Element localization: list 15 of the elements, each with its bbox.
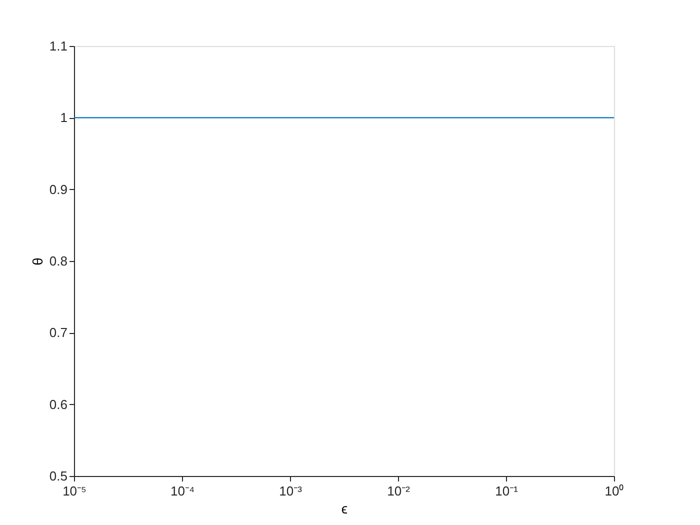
y-tick-label: 0.6: [49, 396, 68, 412]
x-tick-label: 10⁻¹: [495, 484, 519, 498]
y-tick-label: 0.9: [49, 182, 68, 197]
y-tick-label: 1: [60, 110, 68, 126]
x-tick-label: 10⁻³: [279, 484, 303, 498]
x-axis-title: ϵ: [341, 500, 348, 516]
y-tick-label: 0.7: [49, 325, 68, 340]
x-tick-label: 10⁻⁵: [62, 484, 86, 498]
y-tick-label: 0.8: [49, 254, 68, 268]
y-axis-title: θ: [29, 257, 46, 266]
y-tick-label: 1.1: [49, 38, 68, 54]
x-tick-label: 10⁻²: [387, 484, 411, 498]
x-tick-label: 10⁻⁴: [170, 484, 195, 498]
y-tick-label: 0.5: [49, 468, 68, 484]
x-tick-label: 10⁰: [604, 484, 624, 498]
